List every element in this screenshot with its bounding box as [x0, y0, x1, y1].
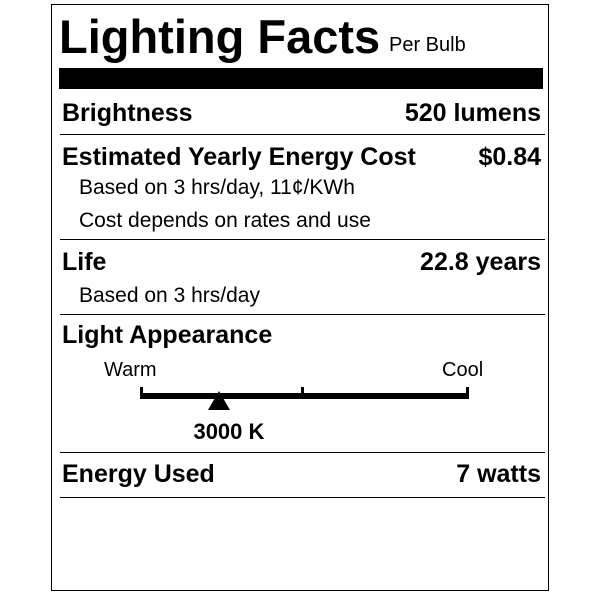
divider — [60, 497, 545, 498]
label-subtitle: Per Bulb — [389, 34, 466, 56]
scale-tick — [301, 387, 304, 399]
light-appearance-label: Light Appearance — [62, 321, 273, 349]
energy-cost-note: Based on 3 hrs/day, 11¢/KWh — [79, 176, 355, 199]
scale-tick — [140, 387, 143, 399]
life-value: 22.8 years — [420, 248, 541, 276]
brightness-label: Brightness — [62, 99, 193, 127]
divider — [60, 452, 545, 453]
color-temperature-scale — [140, 393, 469, 399]
color-temperature-value: 3000 K — [193, 419, 265, 444]
divider — [60, 134, 545, 135]
scale-warm-label: Warm — [104, 359, 157, 381]
divider — [60, 239, 545, 240]
energy-used-label: Energy Used — [62, 460, 215, 488]
lighting-facts-label — [51, 4, 549, 591]
scale-tick — [466, 387, 469, 399]
divider — [60, 314, 545, 315]
brightness-value: 520 lumens — [404, 99, 541, 127]
color-temperature-marker-icon — [207, 391, 230, 410]
energy-cost-label: Estimated Yearly Energy Cost — [62, 143, 416, 171]
energy-used-value: 7 watts — [456, 460, 541, 488]
title-divider-bar — [59, 68, 543, 89]
label-title: Lighting Facts — [59, 10, 381, 63]
life-label: Life — [62, 248, 107, 276]
energy-cost-note: Cost depends on rates and use — [79, 209, 371, 232]
life-note: Based on 3 hrs/day — [79, 284, 260, 307]
scale-cool-label: Cool — [442, 359, 484, 381]
energy-cost-value: $0.84 — [478, 143, 541, 171]
